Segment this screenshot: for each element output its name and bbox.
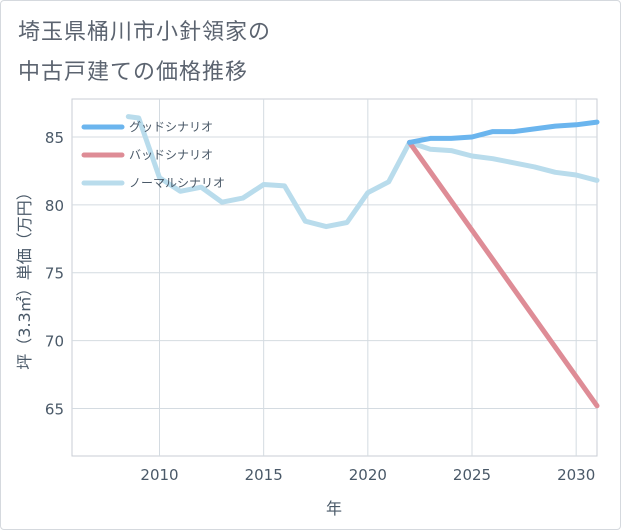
x-tick-2010: 2010 bbox=[140, 466, 178, 484]
y-tick-70: 70 bbox=[45, 333, 64, 351]
legend-label-good: グッドシナリオ bbox=[129, 120, 213, 134]
y-tick-65: 65 bbox=[45, 400, 64, 418]
legend-label-normal: ノーマルシナリオ bbox=[129, 176, 225, 190]
tick-labels: 2010 2015 2020 2025 2030 65 70 75 80 85 bbox=[45, 129, 595, 484]
y-tick-85: 85 bbox=[45, 129, 64, 147]
x-tick-2025: 2025 bbox=[453, 466, 491, 484]
series-line-normal bbox=[125, 114, 600, 230]
grid bbox=[72, 99, 597, 456]
x-axis-label: 年 bbox=[326, 499, 342, 518]
x-tick-2015: 2015 bbox=[245, 466, 283, 484]
series-line-bad bbox=[407, 139, 600, 409]
y-axis-label: 坪（3.3㎡）単価（万円） bbox=[15, 184, 34, 369]
chart-title-line-1: 埼玉県桶川市小針領家の bbox=[18, 20, 272, 45]
series-lines bbox=[125, 114, 600, 409]
y-tick-75: 75 bbox=[45, 265, 64, 283]
x-tick-2030: 2030 bbox=[557, 466, 595, 484]
legend-label-bad: バッドシナリオ bbox=[129, 148, 213, 162]
chart-title-line-2: 中古戸建ての価格推移 bbox=[18, 60, 249, 85]
series-line-good bbox=[407, 119, 600, 145]
x-tick-2020: 2020 bbox=[349, 466, 387, 484]
y-tick-80: 80 bbox=[45, 197, 64, 215]
